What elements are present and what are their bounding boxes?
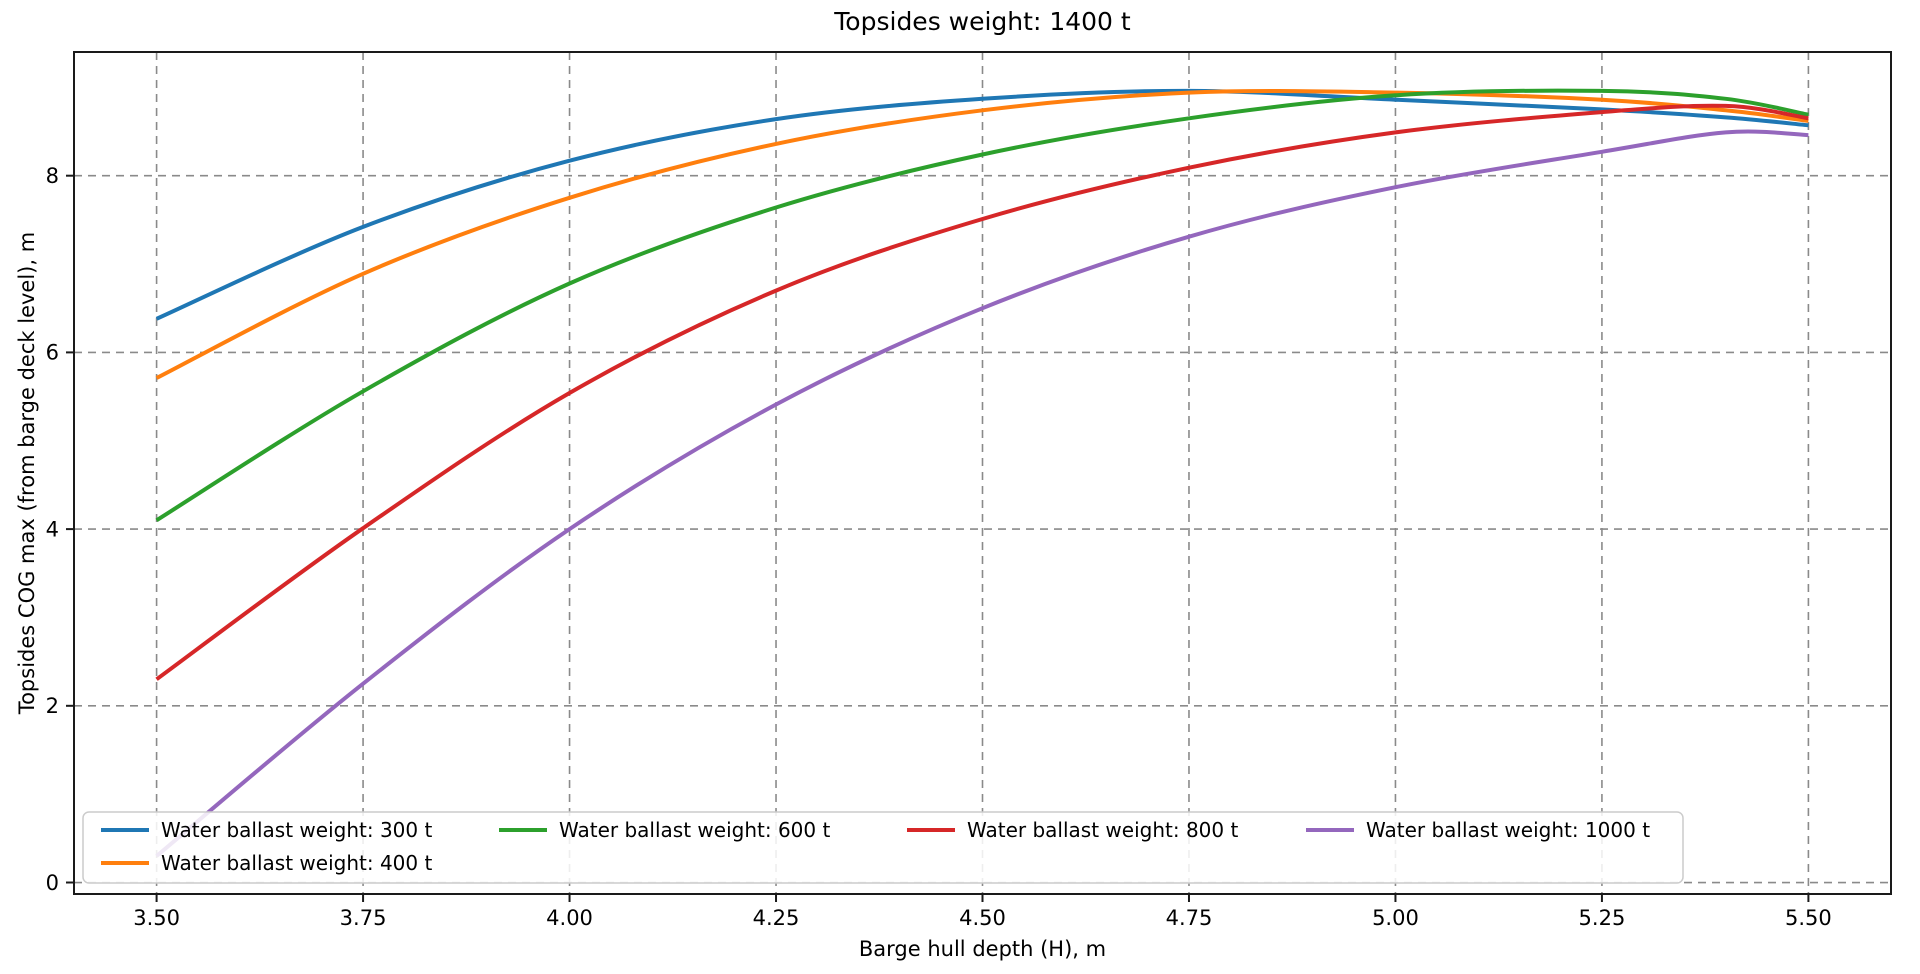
chart-title: Topsides weight: 1400 t (834, 7, 1131, 36)
x-tick-label: 4.50 (959, 906, 1006, 930)
y-tick-label: 4 (46, 517, 59, 541)
series-line-2 (155, 89, 1809, 380)
series-line-5 (155, 129, 1809, 858)
legend-label-1: Water ballast weight: 300 t (161, 818, 432, 842)
legend-box (82, 811, 1684, 884)
legend-label-3: Water ballast weight: 600 t (559, 818, 830, 842)
x-tick-label: 5.00 (1372, 906, 1419, 930)
x-tick-label: 4.75 (1166, 906, 1213, 930)
legend-label-4: Water ballast weight: 800 t (967, 818, 1238, 842)
y-tick-label: 6 (46, 341, 59, 365)
y-axis-label: Topsides COG max (from barge deck level)… (15, 231, 39, 715)
y-tick-label: 8 (46, 164, 59, 188)
x-tick-label: 3.50 (133, 906, 180, 930)
legend-label-5: Water ballast weight: 1000 t (1366, 818, 1650, 842)
x-tick-label: 5.25 (1579, 906, 1626, 930)
x-tick-label: 3.75 (340, 906, 387, 930)
x-tick-label: 5.50 (1785, 906, 1832, 930)
series-line-3 (155, 88, 1809, 522)
y-tick-label: 0 (46, 871, 59, 895)
series-line-4 (155, 103, 1809, 681)
legend-label-2: Water ballast weight: 400 t (161, 851, 432, 875)
x-tick-label: 4.00 (546, 906, 593, 930)
x-axis-label: Barge hull depth (H), m (858, 937, 1107, 961)
y-tick-label: 2 (46, 694, 59, 718)
x-tick-label: 4.25 (753, 906, 800, 930)
